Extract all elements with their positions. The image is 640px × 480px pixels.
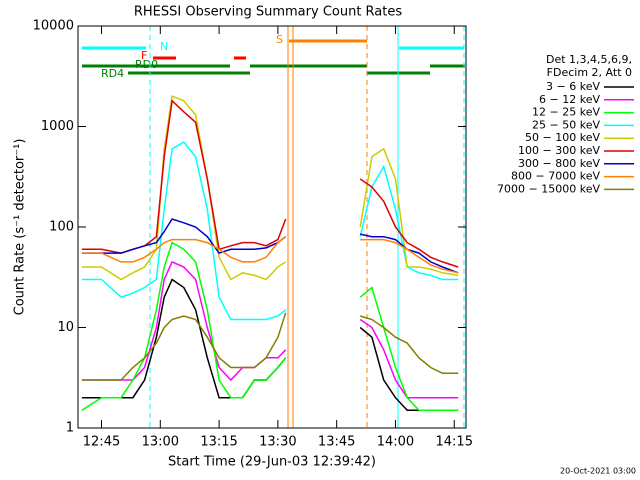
x-tick-label: 13:45 (318, 435, 355, 450)
legend-label: 7000 − 15000 keV (497, 182, 600, 195)
flag-label: RD0 (135, 58, 158, 71)
y-tick-label: 10000 (33, 19, 74, 34)
legend-label: 300 − 800 keV (518, 157, 600, 170)
x-tick-label: 13:30 (259, 435, 296, 450)
flag-label: RD4 (101, 67, 124, 80)
flag-label: F (141, 49, 147, 62)
x-axis-label: Start Time (29-Jun-03 12:39:42) (168, 455, 376, 470)
y-tick-label: 1 (66, 421, 74, 436)
x-tick-label: 12:45 (83, 435, 120, 450)
series-line (81, 312, 459, 381)
series-line (81, 236, 459, 274)
legend-label: 50 − 100 keV (525, 131, 600, 144)
series-line (81, 95, 459, 281)
x-tick-label: 13:15 (200, 435, 237, 450)
y-tick-label: 1000 (41, 119, 74, 134)
legend-label: 3 − 6 keV (546, 80, 600, 93)
footer: 20-Oct-2021 03:00 (560, 467, 636, 476)
x-tick-label: 13:00 (142, 435, 179, 450)
legend-label: 12 − 25 keV (532, 106, 600, 119)
chart-title: RHESSI Observing Summary Count Rates (134, 5, 403, 20)
flag-label: N (160, 40, 168, 53)
y-tick-label: 100 (49, 220, 74, 235)
x-tick-label: 14:15 (436, 435, 473, 450)
x-tick-label: 14:00 (377, 435, 414, 450)
legend-label: 100 − 300 keV (518, 144, 600, 157)
legend-label: 25 − 50 keV (532, 118, 600, 131)
legend-label: 6 − 12 keV (539, 93, 600, 106)
flag-label: S (276, 33, 283, 46)
legend-header: Det 1,3,4,5,6,9, (546, 53, 632, 66)
legend-header: FDecim 2, Att 0 (547, 66, 632, 79)
legend-label: 800 − 7000 keV (511, 170, 600, 183)
series-line (81, 241, 459, 412)
y-axis-label: Count Rate (s⁻¹ detector⁻¹) (13, 139, 28, 316)
y-tick-label: 10 (57, 320, 74, 335)
